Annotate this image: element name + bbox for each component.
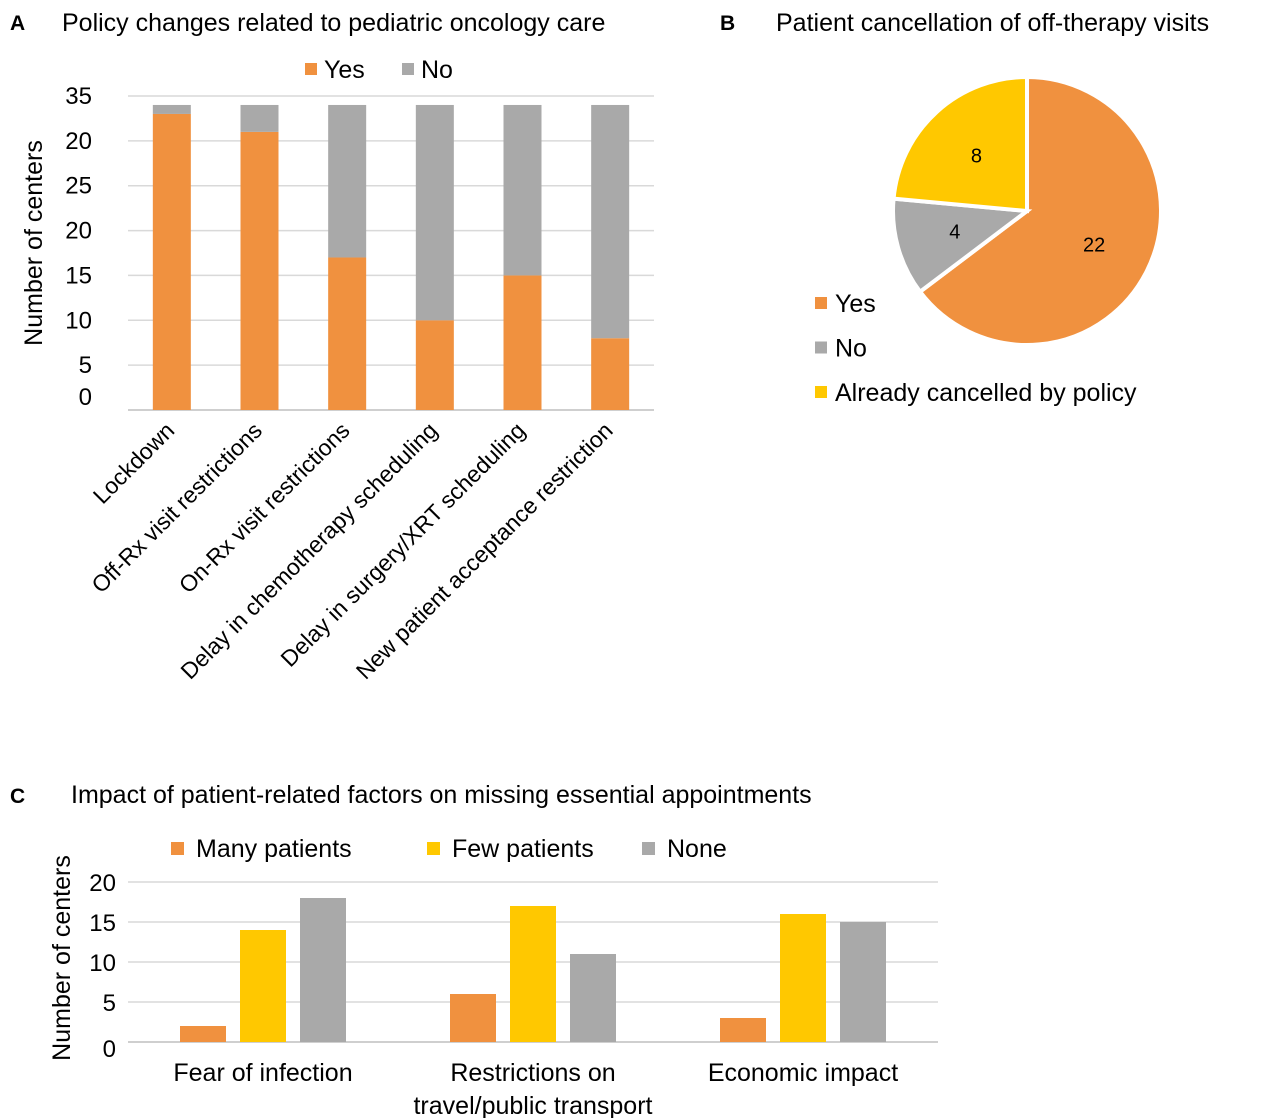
legend-swatch <box>815 297 827 309</box>
pie-slice-yes <box>917 74 1163 347</box>
legend-swatch-none <box>642 842 655 855</box>
bar-no <box>328 104 367 258</box>
x-tick-label: travel/public transport <box>413 1092 652 1118</box>
bar-yes <box>152 113 191 410</box>
bar-few-patients <box>510 906 556 1042</box>
bar-yes <box>328 257 367 410</box>
legend-swatch-yes <box>305 63 317 75</box>
y-tick-label: 35 <box>65 83 92 110</box>
bar-none <box>840 922 886 1042</box>
y-tick-label: 0 <box>79 384 92 411</box>
bar-yes <box>415 320 454 410</box>
y-tick-label: 15 <box>65 262 92 289</box>
bar-no <box>415 104 454 321</box>
bar-many-patients <box>720 1018 766 1042</box>
bar-many-patients <box>450 994 496 1042</box>
y-tick-label: 0 <box>103 1036 116 1063</box>
legend-swatch-no <box>402 63 414 75</box>
legend-swatch <box>815 386 827 398</box>
panel-c-letter: C <box>10 785 25 808</box>
bar-none <box>300 898 346 1042</box>
y-tick-label: 20 <box>65 128 92 155</box>
pie-data-label: 22 <box>1083 234 1105 256</box>
y-tick-label: 10 <box>89 950 116 977</box>
bar-few-patients <box>240 930 286 1042</box>
bar-no <box>240 104 279 132</box>
x-tick-label: Economic impact <box>708 1059 898 1087</box>
bar-yes <box>591 338 630 410</box>
y-tick-label: 25 <box>65 173 92 200</box>
pie-data-label: 4 <box>949 222 960 244</box>
legend-label: Yes <box>324 56 365 84</box>
y-tick-label: 20 <box>89 870 116 897</box>
panel-a-title: Policy changes related to pediatric onco… <box>62 9 605 37</box>
x-tick-label: Lockdown <box>88 417 180 509</box>
y-tick-label: 5 <box>103 990 116 1017</box>
pie-slice-no <box>891 196 1033 295</box>
legend-swatch <box>815 341 827 354</box>
legend-swatch-few-patients <box>427 842 440 855</box>
panel-c-title: Impact of patient-related factors on mis… <box>71 781 812 809</box>
y-tick-label: 15 <box>89 910 116 937</box>
y-tick-label: 20 <box>65 218 92 245</box>
x-tick-label: Fear of infection <box>173 1059 352 1087</box>
legend-label: Few patients <box>452 835 594 863</box>
legend-label: Yes <box>835 290 876 318</box>
legend-swatch-many-patients <box>171 842 184 855</box>
legend-label: No <box>421 56 453 84</box>
bar-none <box>570 954 616 1042</box>
pie-data-label: 8 <box>971 146 982 168</box>
y-tick-label: 5 <box>79 352 92 379</box>
x-tick-label: Restrictions on <box>450 1059 615 1087</box>
x-tick-label: Off-Rx visit restrictions <box>86 417 267 598</box>
panel-a-y-axis-title: Number of centers <box>20 140 48 346</box>
bar-few-patients <box>780 914 826 1042</box>
panel-a: A Policy changes related to pediatric on… <box>10 9 654 684</box>
legend-label: Already cancelled by policy <box>835 379 1137 407</box>
panel-a-letter: A <box>10 12 25 35</box>
bar-no <box>591 104 630 339</box>
panel-c: C Impact of patient-related factors on m… <box>10 781 938 1118</box>
bar-yes <box>503 275 542 410</box>
x-tick-label: On-Rx visit restrictions <box>174 417 355 598</box>
legend-label: Many patients <box>196 835 352 863</box>
bar-no <box>152 104 191 114</box>
pie-slice-already-cancelled-by-policy <box>891 74 1029 214</box>
panel-b-letter: B <box>720 12 735 35</box>
y-tick-label: 10 <box>65 307 92 334</box>
bar-many-patients <box>180 1026 226 1042</box>
panel-b-title: Patient cancellation of off-therapy visi… <box>776 9 1209 37</box>
panel-b: B Patient cancellation of off-therapy vi… <box>720 9 1209 407</box>
legend-label: None <box>667 835 727 863</box>
bar-no <box>503 104 542 276</box>
panel-c-y-axis-title: Number of centers <box>48 855 76 1061</box>
legend-label: No <box>835 335 867 363</box>
bar-yes <box>240 131 279 410</box>
